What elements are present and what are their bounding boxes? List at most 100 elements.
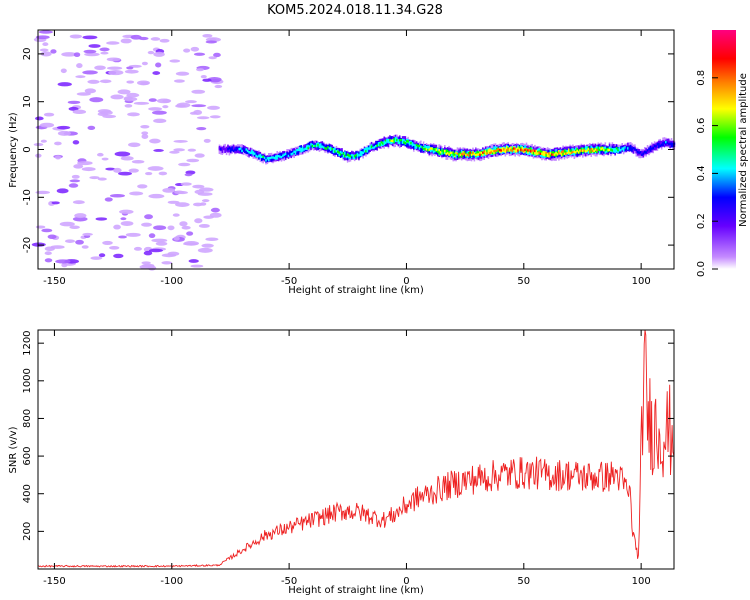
noise-blob bbox=[84, 52, 100, 57]
ridge-cell bbox=[498, 148, 501, 152]
ridge-cell bbox=[503, 148, 505, 151]
ridge-cell bbox=[404, 141, 407, 145]
ridge-cell bbox=[315, 144, 318, 148]
ridge-cell bbox=[479, 153, 481, 157]
ridge-cell bbox=[259, 155, 262, 159]
ridge-cell bbox=[484, 152, 487, 155]
y-tick-label: 1000 bbox=[22, 368, 33, 393]
ridge-cell bbox=[218, 147, 221, 155]
ridge-cell bbox=[491, 150, 494, 153]
ridge-cell bbox=[258, 155, 260, 160]
ridge-cell bbox=[255, 151, 257, 156]
ridge-cell bbox=[348, 154, 350, 157]
ridge-cell bbox=[435, 148, 438, 151]
noise-blob bbox=[61, 52, 77, 57]
ridge-cell bbox=[239, 147, 242, 150]
ridge-cell bbox=[448, 151, 450, 156]
ridge-cell bbox=[505, 149, 508, 152]
ridge-cell bbox=[598, 148, 601, 152]
ridge-cell bbox=[597, 147, 600, 150]
ridge-cell bbox=[290, 153, 293, 156]
noise-blob bbox=[155, 241, 168, 246]
ridge-cell bbox=[220, 147, 222, 151]
noise-blob bbox=[55, 259, 71, 264]
ridge-cell bbox=[639, 151, 642, 154]
noise-blob bbox=[104, 197, 113, 202]
ridge-cell bbox=[524, 148, 526, 152]
noise-blob bbox=[60, 68, 67, 74]
noise-blob bbox=[33, 143, 44, 147]
ridge-cell bbox=[397, 139, 400, 144]
ridge-cell bbox=[266, 157, 269, 160]
ridge-cell bbox=[308, 142, 311, 148]
ridge-cell bbox=[246, 149, 249, 153]
noise-blob bbox=[106, 57, 121, 62]
ridge-cell bbox=[420, 145, 422, 152]
noise-blob bbox=[205, 237, 219, 242]
ridge-cell bbox=[528, 149, 531, 152]
noise-blob bbox=[153, 149, 164, 152]
ridge-cell bbox=[387, 140, 390, 143]
ridge-cell bbox=[666, 141, 669, 144]
spectrogram-y-ticks: -20 -10 0 10 20 bbox=[22, 48, 674, 253]
ridge-cell bbox=[344, 154, 346, 158]
ridge-cell bbox=[624, 146, 626, 149]
ridge-cell bbox=[663, 141, 666, 144]
ridge-cell bbox=[414, 145, 417, 148]
ridge-cell bbox=[456, 152, 459, 155]
ridge-cell bbox=[297, 148, 300, 152]
ridge-cell bbox=[329, 147, 332, 150]
ridge-cell bbox=[577, 151, 580, 154]
ridge-cell bbox=[569, 152, 571, 155]
y-tick-label: 0 bbox=[22, 146, 33, 152]
ridge-cell bbox=[459, 153, 462, 157]
ridge-cell bbox=[306, 145, 308, 150]
ridge-cell bbox=[603, 148, 605, 152]
noise-blob bbox=[40, 139, 47, 143]
ridge-cell bbox=[625, 146, 628, 150]
y-tick-label: -20 bbox=[22, 237, 33, 253]
noise-blob bbox=[35, 225, 46, 229]
ridge-cell bbox=[301, 149, 304, 152]
ridge-cell bbox=[304, 147, 307, 150]
noise-blob bbox=[109, 193, 126, 198]
noise-blob bbox=[169, 59, 181, 63]
ridge-cell bbox=[659, 144, 662, 147]
ridge-cell bbox=[580, 149, 583, 152]
ridge-cell bbox=[342, 152, 345, 155]
ridge-cell bbox=[462, 153, 464, 156]
x-tick-label: -150 bbox=[43, 576, 66, 587]
ridge-cell bbox=[629, 146, 632, 151]
ridge-cell bbox=[563, 149, 566, 154]
ridge-cell bbox=[345, 155, 348, 159]
ridge-cell bbox=[558, 151, 560, 155]
ridge-cell bbox=[291, 152, 294, 155]
noise-blob bbox=[194, 153, 205, 158]
ridge-cell bbox=[397, 139, 400, 142]
noise-blob bbox=[173, 139, 188, 143]
noise-blob bbox=[172, 213, 180, 217]
noise-blob bbox=[188, 259, 199, 263]
noise-blob bbox=[74, 213, 87, 219]
ridge-cell bbox=[620, 146, 622, 151]
ridge-cell bbox=[482, 151, 484, 154]
ridge-cell bbox=[543, 151, 546, 157]
ridge-cell bbox=[252, 151, 255, 154]
noise-blob bbox=[72, 200, 85, 205]
ridge-cell bbox=[284, 152, 287, 156]
ridge-cell bbox=[320, 143, 322, 148]
noise-blob bbox=[191, 104, 207, 108]
ridge-cell bbox=[237, 148, 239, 153]
noise-blob bbox=[82, 35, 98, 40]
ridge-cell bbox=[470, 153, 473, 156]
noise-blob bbox=[173, 79, 185, 83]
colorbar-gradient bbox=[712, 30, 736, 269]
ridge-cell bbox=[590, 148, 593, 154]
ridge-cell bbox=[244, 150, 246, 153]
noise-blob bbox=[72, 140, 80, 145]
ridge-cell bbox=[622, 148, 625, 151]
ridge-cell bbox=[362, 148, 364, 154]
noise-blob bbox=[159, 38, 170, 43]
noise-blob bbox=[210, 207, 220, 213]
ridge-cell bbox=[612, 148, 615, 152]
